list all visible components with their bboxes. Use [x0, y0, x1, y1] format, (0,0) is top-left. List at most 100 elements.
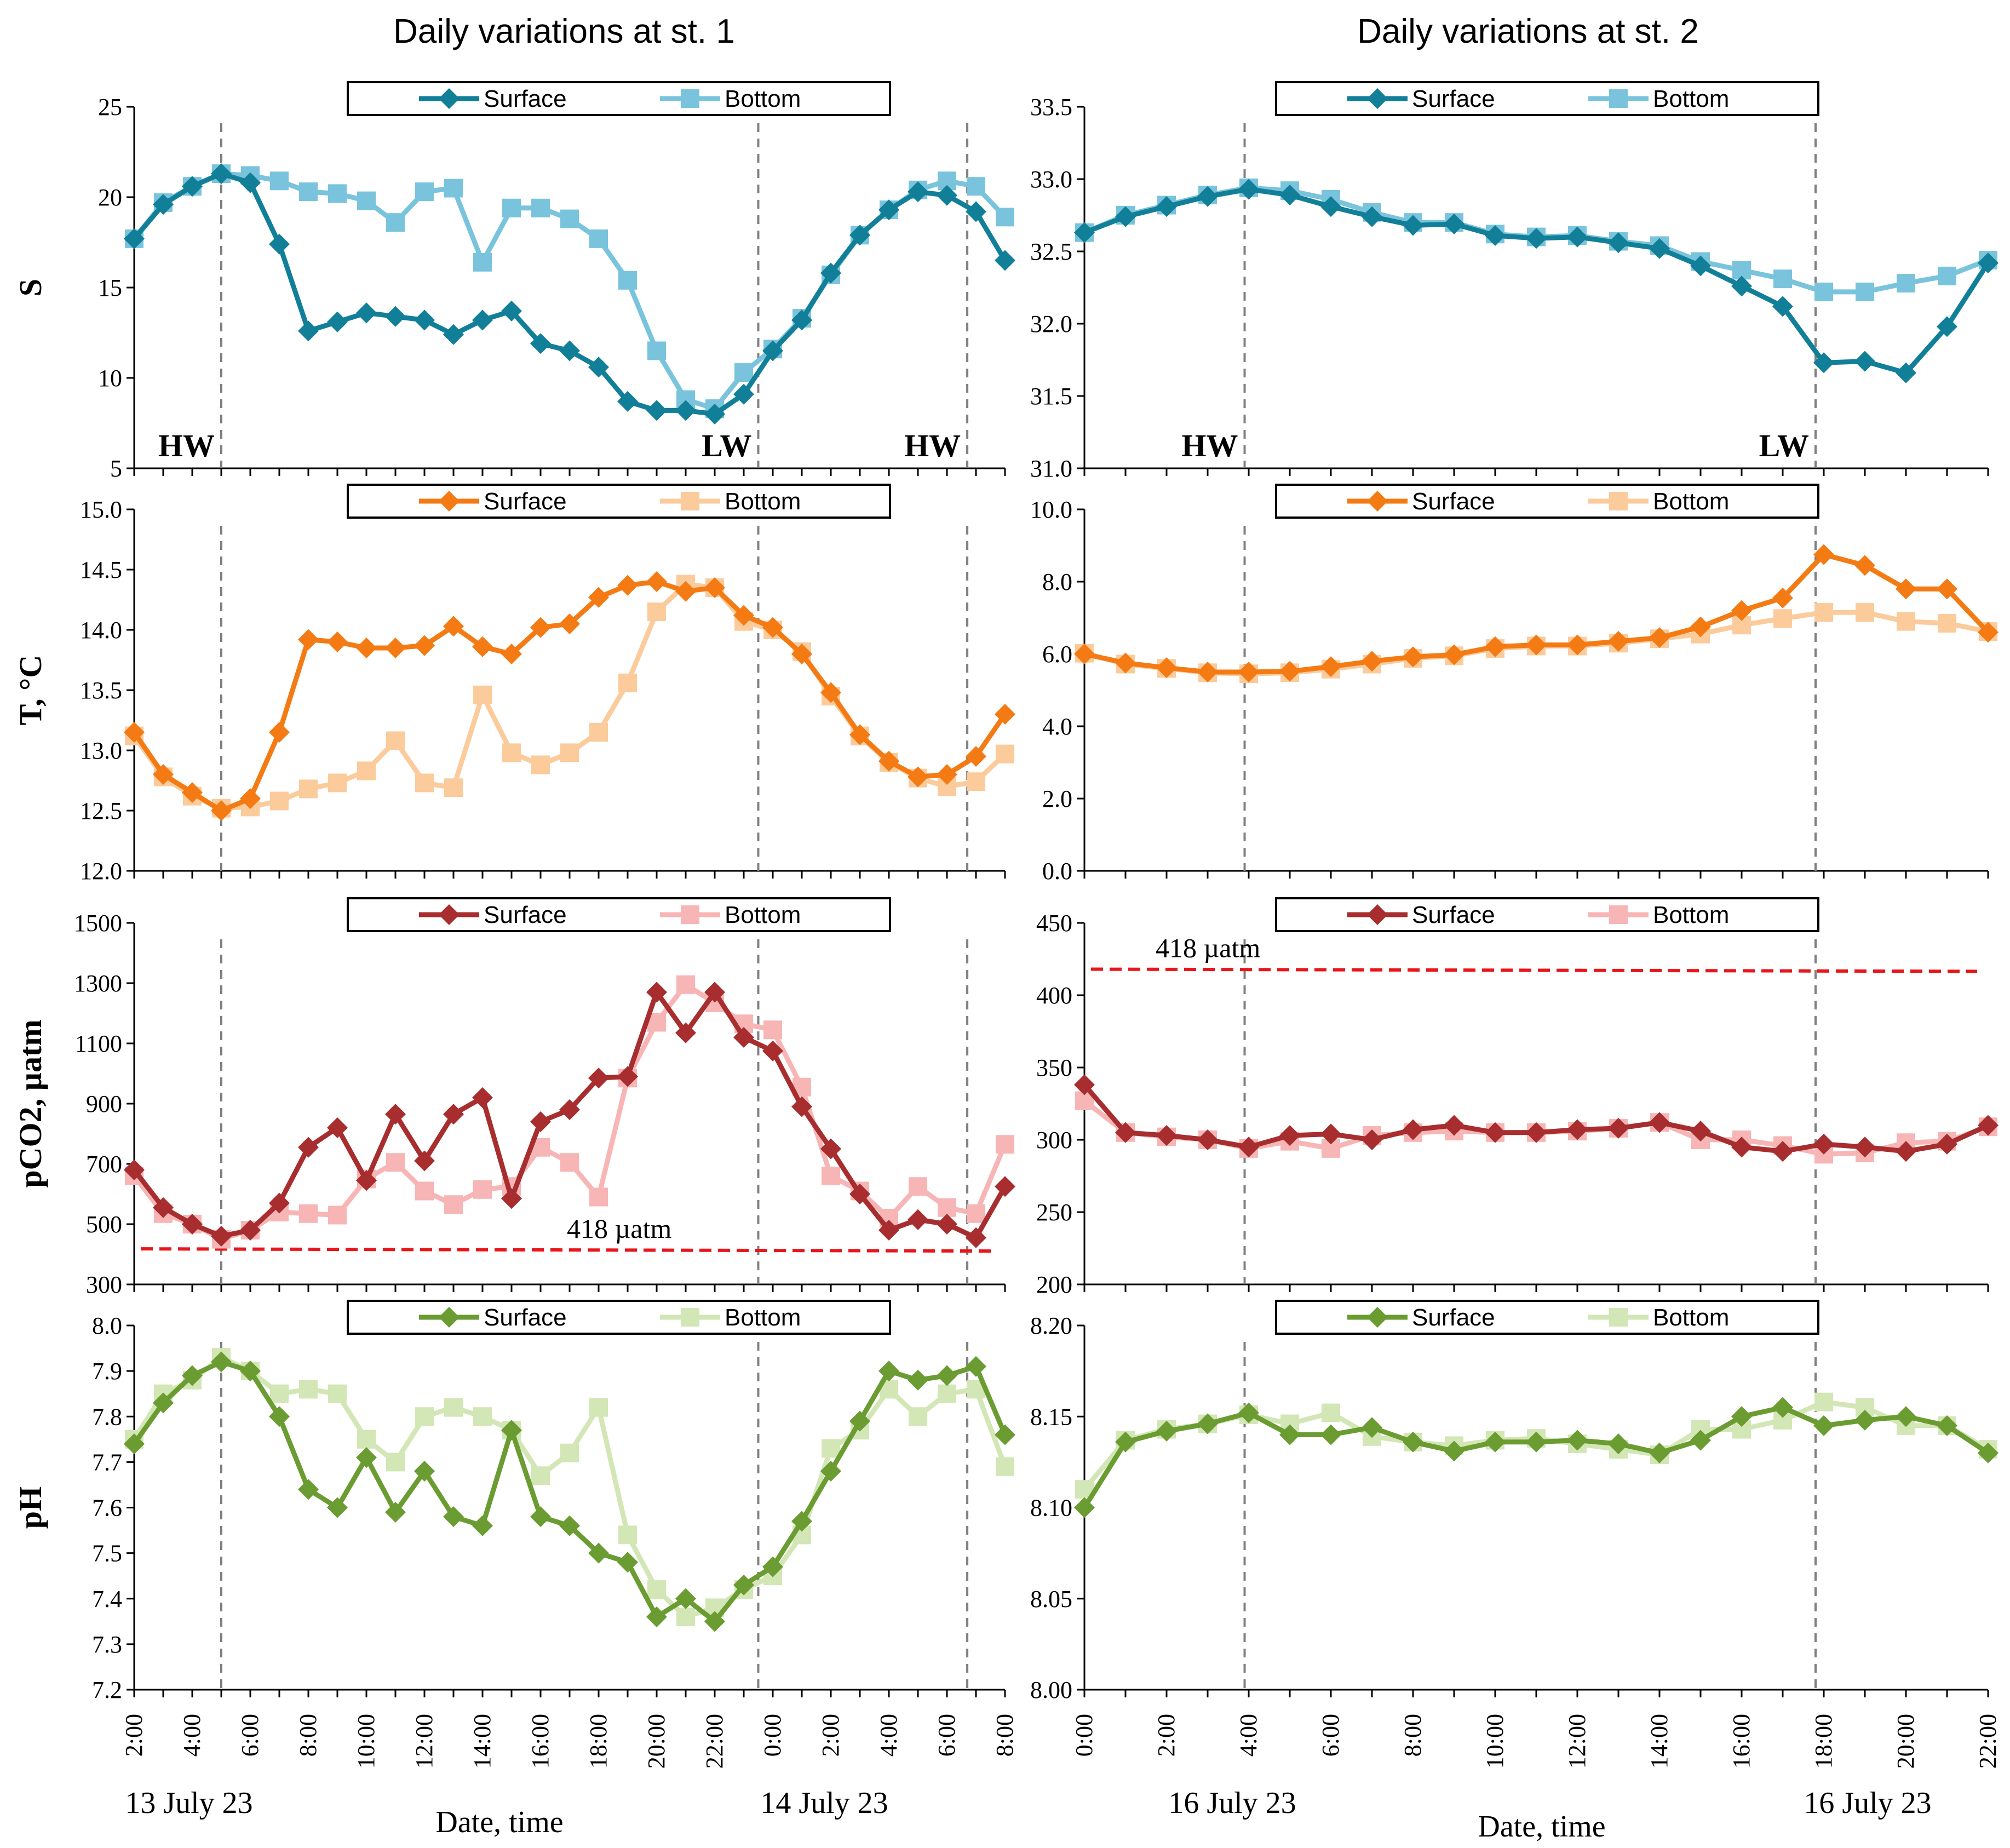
legend-label-surface: Surface	[1412, 85, 1495, 112]
data-point-bottom	[270, 1384, 289, 1403]
data-point-surface	[1772, 1141, 1793, 1162]
data-point-surface	[820, 682, 841, 703]
data-point-surface	[1772, 587, 1793, 609]
data-point-surface	[1526, 634, 1547, 656]
data-point-surface	[1197, 186, 1218, 207]
y-tick-label: 8.0	[1042, 569, 1072, 595]
data-point-surface	[1896, 578, 1916, 600]
data-point-surface	[124, 1160, 145, 1180]
data-point-surface	[240, 172, 261, 193]
data-point-surface	[617, 1552, 638, 1573]
x-tick-label: 0:00	[1071, 1714, 1098, 1757]
data-point-surface	[240, 1220, 261, 1241]
y-tick-label: 31.0	[1030, 455, 1072, 482]
data-point-surface	[908, 181, 928, 203]
data-point-surface	[1813, 1133, 1834, 1155]
data-point-surface	[211, 1351, 232, 1373]
x-tick-label: 4:00	[875, 1714, 902, 1757]
data-point-surface	[617, 1066, 638, 1087]
y-tick-label: 300	[1036, 1127, 1072, 1153]
x-tick-label: 20:00	[1892, 1714, 1919, 1769]
x-tick-label: 6:00	[237, 1714, 263, 1757]
data-point-surface	[1813, 352, 1834, 374]
data-point-bottom	[1814, 603, 1833, 622]
data-point-surface	[1403, 215, 1423, 236]
y-tick-label: 700	[86, 1151, 122, 1178]
data-point-surface	[530, 1111, 551, 1132]
legend-swatch-marker	[681, 89, 699, 108]
legend-swatch-marker	[439, 88, 460, 109]
data-point-surface	[995, 704, 1015, 725]
data-point-bottom	[676, 975, 695, 994]
legend-swatch-marker	[1609, 905, 1628, 924]
y-tick-label: 33.0	[1030, 166, 1072, 193]
data-point-surface	[878, 199, 899, 221]
x-tick-label: 6:00	[933, 1714, 960, 1757]
data-point-surface	[588, 357, 609, 378]
data-point-surface	[1362, 1417, 1382, 1438]
legend-swatch-marker	[1609, 492, 1628, 510]
legend-label-bottom: Bottom	[725, 85, 801, 112]
date-label-right-1: 16 July 23	[1168, 1786, 1296, 1820]
data-point-bottom	[415, 1407, 434, 1426]
data-point-bottom	[1814, 1392, 1833, 1411]
data-point-bottom	[1856, 603, 1874, 622]
y-tick-label: 12.5	[80, 797, 122, 824]
y-tick-label: 8.00	[1030, 1677, 1072, 1703]
legend-swatch-marker	[681, 1308, 699, 1327]
legend-swatch-marker	[681, 905, 699, 924]
x-tick-label: 18:00	[585, 1714, 612, 1769]
data-point-surface	[1444, 1115, 1465, 1136]
data-point-surface	[559, 1099, 580, 1120]
data-point-surface	[501, 1188, 522, 1209]
data-point-surface	[995, 1424, 1015, 1445]
y-tick-label: 300	[86, 1271, 122, 1298]
data-point-surface	[820, 1461, 841, 1482]
y-tick-label: 0.0	[1042, 858, 1072, 885]
data-point-surface	[1485, 1122, 1506, 1143]
data-point-surface	[1567, 226, 1588, 248]
data-point-surface	[1772, 296, 1793, 317]
data-point-surface	[704, 577, 725, 598]
y-tick-label: 500	[86, 1211, 122, 1238]
data-point-surface	[1690, 1430, 1711, 1451]
data-point-bottom	[676, 1608, 695, 1626]
data-point-surface	[298, 629, 319, 650]
legend-label-surface: Surface	[484, 488, 567, 515]
legend-label-surface: Surface	[1412, 488, 1495, 515]
data-point-surface	[704, 1611, 725, 1632]
xlabel-left: Date, time	[435, 1805, 563, 1839]
data-point-surface	[414, 635, 435, 656]
data-point-surface	[1074, 222, 1095, 243]
legend-label-bottom: Bottom	[725, 1304, 801, 1331]
data-point-surface	[153, 194, 174, 215]
y-tick-label: 10.0	[1030, 496, 1072, 523]
data-point-surface	[501, 644, 522, 664]
data-point-bottom	[502, 198, 521, 217]
data-point-surface	[1115, 652, 1136, 674]
y-tick-label: 8.10	[1030, 1495, 1072, 1522]
legend: Surface Bottom	[1275, 1300, 1819, 1335]
data-point-surface	[1896, 362, 1916, 383]
data-point-bottom	[734, 363, 753, 382]
data-point-bottom	[386, 213, 405, 232]
data-point-bottom	[647, 602, 666, 621]
x-tick-label: 8:00	[991, 1714, 1018, 1757]
legend-swatch-marker	[1367, 491, 1388, 512]
y-tick-label: 8.15	[1030, 1403, 1072, 1430]
data-point-bottom	[1938, 266, 1956, 285]
data-point-surface	[1362, 1129, 1382, 1150]
data-point-surface	[1813, 1415, 1834, 1436]
data-point-surface	[1197, 662, 1218, 682]
y-tick-label: 1300	[74, 970, 122, 997]
y-tick-label: 900	[86, 1091, 122, 1117]
data-point-surface	[443, 1506, 464, 1528]
y-tick-label: 7.5	[92, 1540, 122, 1567]
data-point-surface	[878, 750, 899, 772]
data-point-surface	[588, 1542, 609, 1564]
y-tick-label: 250	[1036, 1199, 1072, 1226]
data-point-bottom	[763, 1020, 782, 1040]
data-point-surface	[443, 324, 464, 345]
legend: Surface Bottom	[347, 81, 891, 116]
data-point-surface	[908, 766, 928, 788]
